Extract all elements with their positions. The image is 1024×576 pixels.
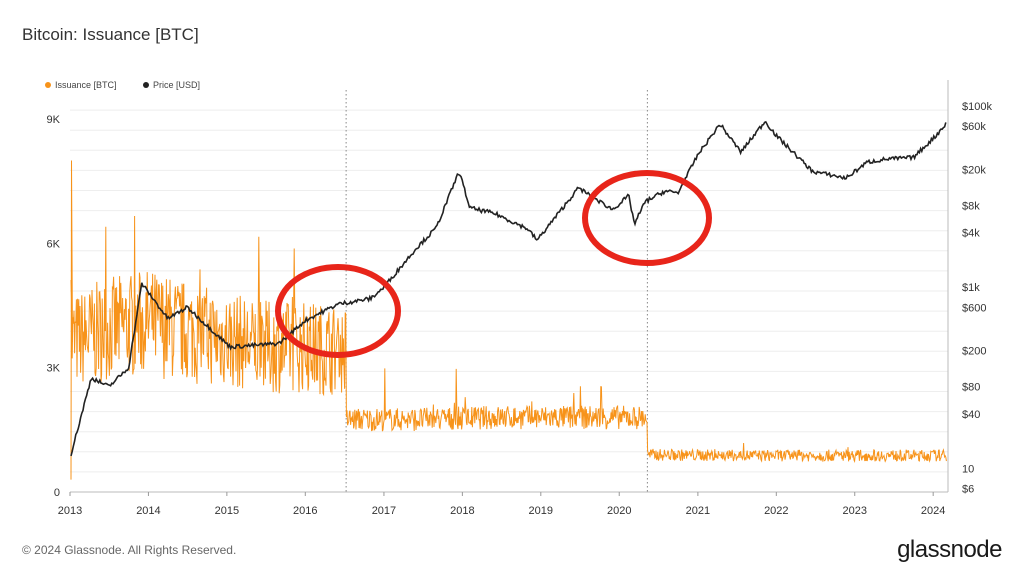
y-right-tick-label: $60k <box>962 121 986 133</box>
x-tick-label: 2019 <box>529 505 553 517</box>
x-tick-label: 2024 <box>921 505 945 517</box>
y-left-tick-label: 9K <box>47 114 61 126</box>
chart-title: Bitcoin: Issuance [BTC] <box>22 25 199 44</box>
y-right-tick-label: $80 <box>962 382 980 394</box>
copyright-text: © 2024 Glassnode. All Rights Reserved. <box>22 543 237 557</box>
y-left-tick-label: 3K <box>47 363 61 375</box>
legend-marker-price <box>143 82 149 88</box>
y-right-tick-label: $4k <box>962 228 980 240</box>
legend-marker-issuance <box>45 82 51 88</box>
y-right-tick-label: 10 <box>962 463 974 475</box>
x-tick-label: 2013 <box>58 505 82 517</box>
y-right-tick-label: $8k <box>962 200 980 212</box>
y-right-tick-label: $600 <box>962 302 986 314</box>
highlight-circle-2020 <box>582 170 712 266</box>
y-left-tick-label: 6K <box>47 238 61 250</box>
y-right-tick-label: $100k <box>962 101 992 113</box>
x-tick-label: 2022 <box>764 505 788 517</box>
legend-label-price: Price [USD] <box>153 80 200 90</box>
x-tick-label: 2020 <box>607 505 631 517</box>
y-right-tick-label: $6 <box>962 484 974 496</box>
x-tick-label: 2018 <box>450 505 474 517</box>
x-tick-label: 2017 <box>372 505 396 517</box>
y-right-tick-label: $40 <box>962 409 980 421</box>
x-tick-label: 2015 <box>215 505 239 517</box>
y-right-tick-label: $200 <box>962 346 986 358</box>
y-left-tick-label: 0 <box>54 487 60 499</box>
glassnode-logo: glassnode <box>897 536 1002 563</box>
x-tick-label: 2016 <box>293 505 317 517</box>
y-right-tick-label: $1k <box>962 282 980 294</box>
highlight-circle-2016 <box>275 264 401 358</box>
y-right-tick-label: $20k <box>962 164 986 176</box>
x-tick-label: 2021 <box>686 505 710 517</box>
x-tick-label: 2014 <box>136 505 160 517</box>
series-price-line <box>70 120 947 457</box>
x-tick-label: 2023 <box>842 505 866 517</box>
legend-label-issuance: Issuance [BTC] <box>55 80 117 90</box>
